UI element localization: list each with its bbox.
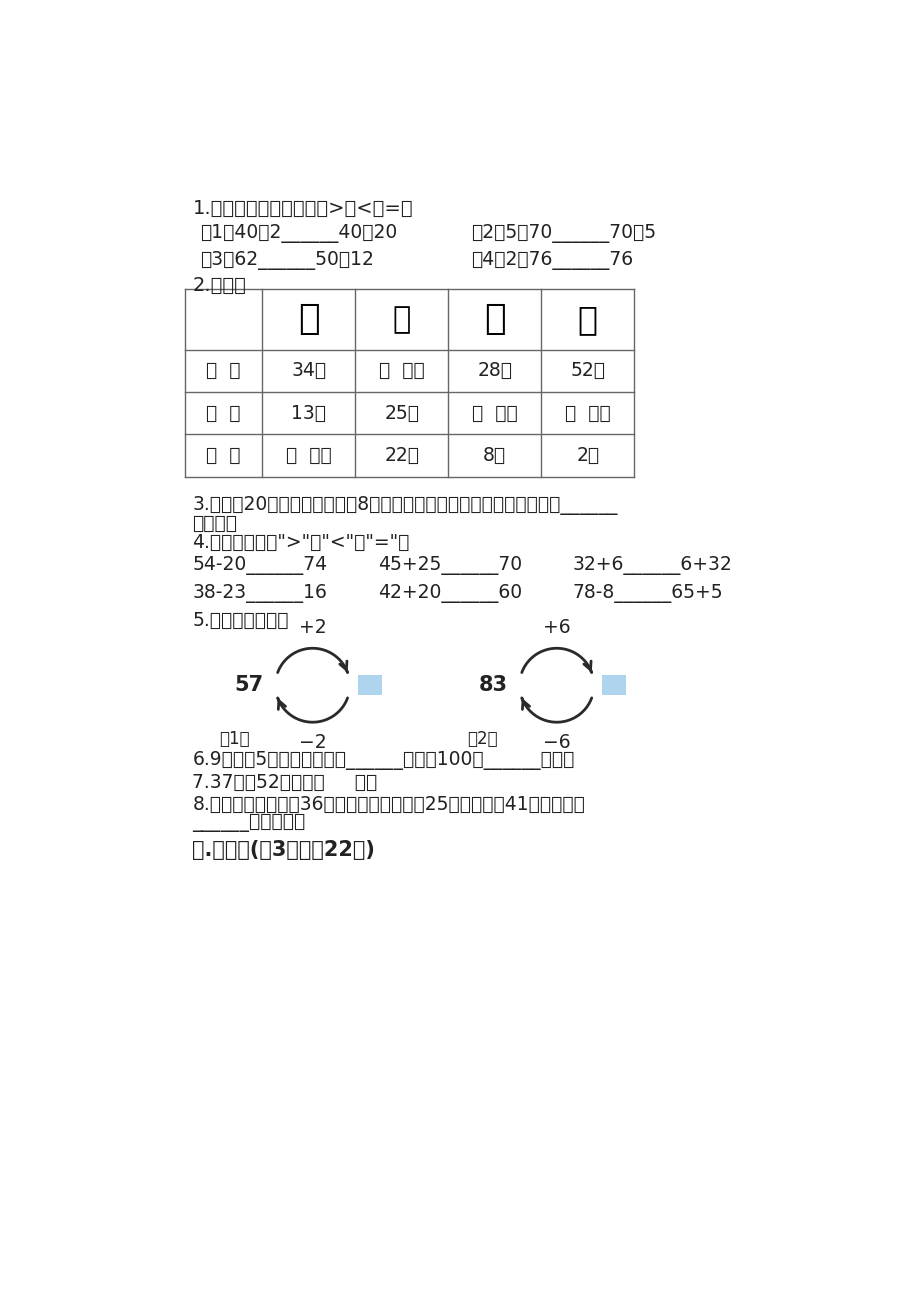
Text: 22个: 22个 <box>384 445 419 465</box>
Text: −6: −6 <box>542 733 570 753</box>
Text: 🏀: 🏀 <box>298 302 319 336</box>
Text: 卖  出: 卖 出 <box>206 404 241 423</box>
Text: 8.宋大爷家上午摘了36个大西瓜，下午摘了25个，卖出去41个，还剩下: 8.宋大爷家上午摘了36个大西瓜，下午摘了25个，卖出去41个，还剩下 <box>192 794 584 814</box>
Text: 6.9个十和5个一组成的数是______，它比100少______个一。: 6.9个十和5个一组成的数是______，它比100少______个一。 <box>192 751 574 771</box>
Text: 还  剩: 还 剩 <box>206 445 241 465</box>
Text: 52本: 52本 <box>570 361 605 380</box>
Text: 13个: 13个 <box>291 404 326 423</box>
Text: 83: 83 <box>479 676 507 695</box>
Text: （1）: （1） <box>220 730 250 747</box>
Text: （3）62______50＋12: （3）62______50＋12 <box>200 251 374 270</box>
Text: 🛹: 🛹 <box>392 305 411 335</box>
Text: +6: +6 <box>542 618 570 638</box>
Text: 2.填表。: 2.填表。 <box>192 276 246 294</box>
Text: （  ）个: （ ）个 <box>471 404 517 423</box>
Text: （4）2＋76______76: （4）2＋76______76 <box>471 251 633 270</box>
Text: +2: +2 <box>299 618 326 638</box>
Text: 28个: 28个 <box>477 361 512 380</box>
Text: （2）5＋70______70＋5: （2）5＋70______70＋5 <box>471 224 656 243</box>
Text: 45+25______70: 45+25______70 <box>378 556 522 575</box>
Text: 四.计算题(共3题，共22分): 四.计算题(共3题，共22分) <box>192 840 375 861</box>
Text: 原  有: 原 有 <box>206 361 241 380</box>
Text: 57: 57 <box>234 676 264 695</box>
Text: ⚽: ⚽ <box>483 302 505 336</box>
Text: 54-20______74: 54-20______74 <box>192 556 327 575</box>
Text: （  ）本: （ ）本 <box>564 404 610 423</box>
Text: 38-23______16: 38-23______16 <box>192 583 327 603</box>
Text: ______个大西瓜？: ______个大西瓜？ <box>192 812 305 832</box>
Text: （2）: （2） <box>467 730 498 747</box>
Text: 1.不计算，在横线上填上>、<或=。: 1.不计算，在横线上填上>、<或=。 <box>192 199 413 217</box>
Text: 2本: 2本 <box>575 445 598 465</box>
Text: （  ）个: （ ）个 <box>379 361 425 380</box>
Text: 32+6______6+32: 32+6______6+32 <box>572 556 732 575</box>
FancyBboxPatch shape <box>357 676 382 695</box>
Text: 7.37加上52的和是（     ）。: 7.37加上52的和是（ ）。 <box>192 773 378 792</box>
Text: −2: −2 <box>299 733 326 753</box>
Text: 78-8______65+5: 78-8______65+5 <box>572 583 722 603</box>
Text: 34个: 34个 <box>291 361 326 380</box>
Text: 4.在横线上填上">"、"<"或"="。: 4.在横线上填上">"、"<"或"="。 <box>192 533 410 552</box>
Text: 42+20______60: 42+20______60 <box>378 583 522 603</box>
Text: 个苹果。: 个苹果。 <box>192 514 237 534</box>
Text: （1）40＋2______40＋20: （1）40＋2______40＋20 <box>200 224 397 243</box>
Text: 📚: 📚 <box>577 303 597 336</box>
Text: （  ）个: （ ）个 <box>286 445 331 465</box>
Text: 3.小明有20个苹果，小红拿走8个后，两人的苹果同样多，小红原来有______: 3.小明有20个苹果，小红拿走8个后，两人的苹果同样多，小红原来有______ <box>192 496 618 514</box>
Text: 5.根据提示作答：: 5.根据提示作答： <box>192 612 289 630</box>
FancyBboxPatch shape <box>601 676 626 695</box>
Text: 8个: 8个 <box>482 445 505 465</box>
Text: 25个: 25个 <box>384 404 419 423</box>
